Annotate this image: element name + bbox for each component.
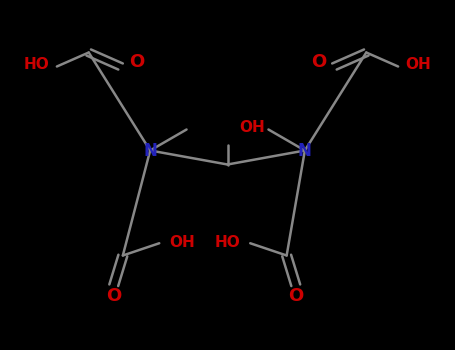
Text: O: O	[106, 287, 121, 305]
Text: O: O	[311, 53, 326, 71]
Text: OH: OH	[169, 235, 195, 250]
Text: OH: OH	[239, 120, 265, 135]
Text: O: O	[129, 53, 144, 71]
Text: N: N	[298, 141, 312, 160]
Text: OH: OH	[406, 57, 431, 72]
Text: O: O	[288, 287, 303, 305]
Text: N: N	[143, 141, 157, 160]
Text: HO: HO	[24, 57, 49, 72]
Text: HO: HO	[215, 235, 240, 250]
